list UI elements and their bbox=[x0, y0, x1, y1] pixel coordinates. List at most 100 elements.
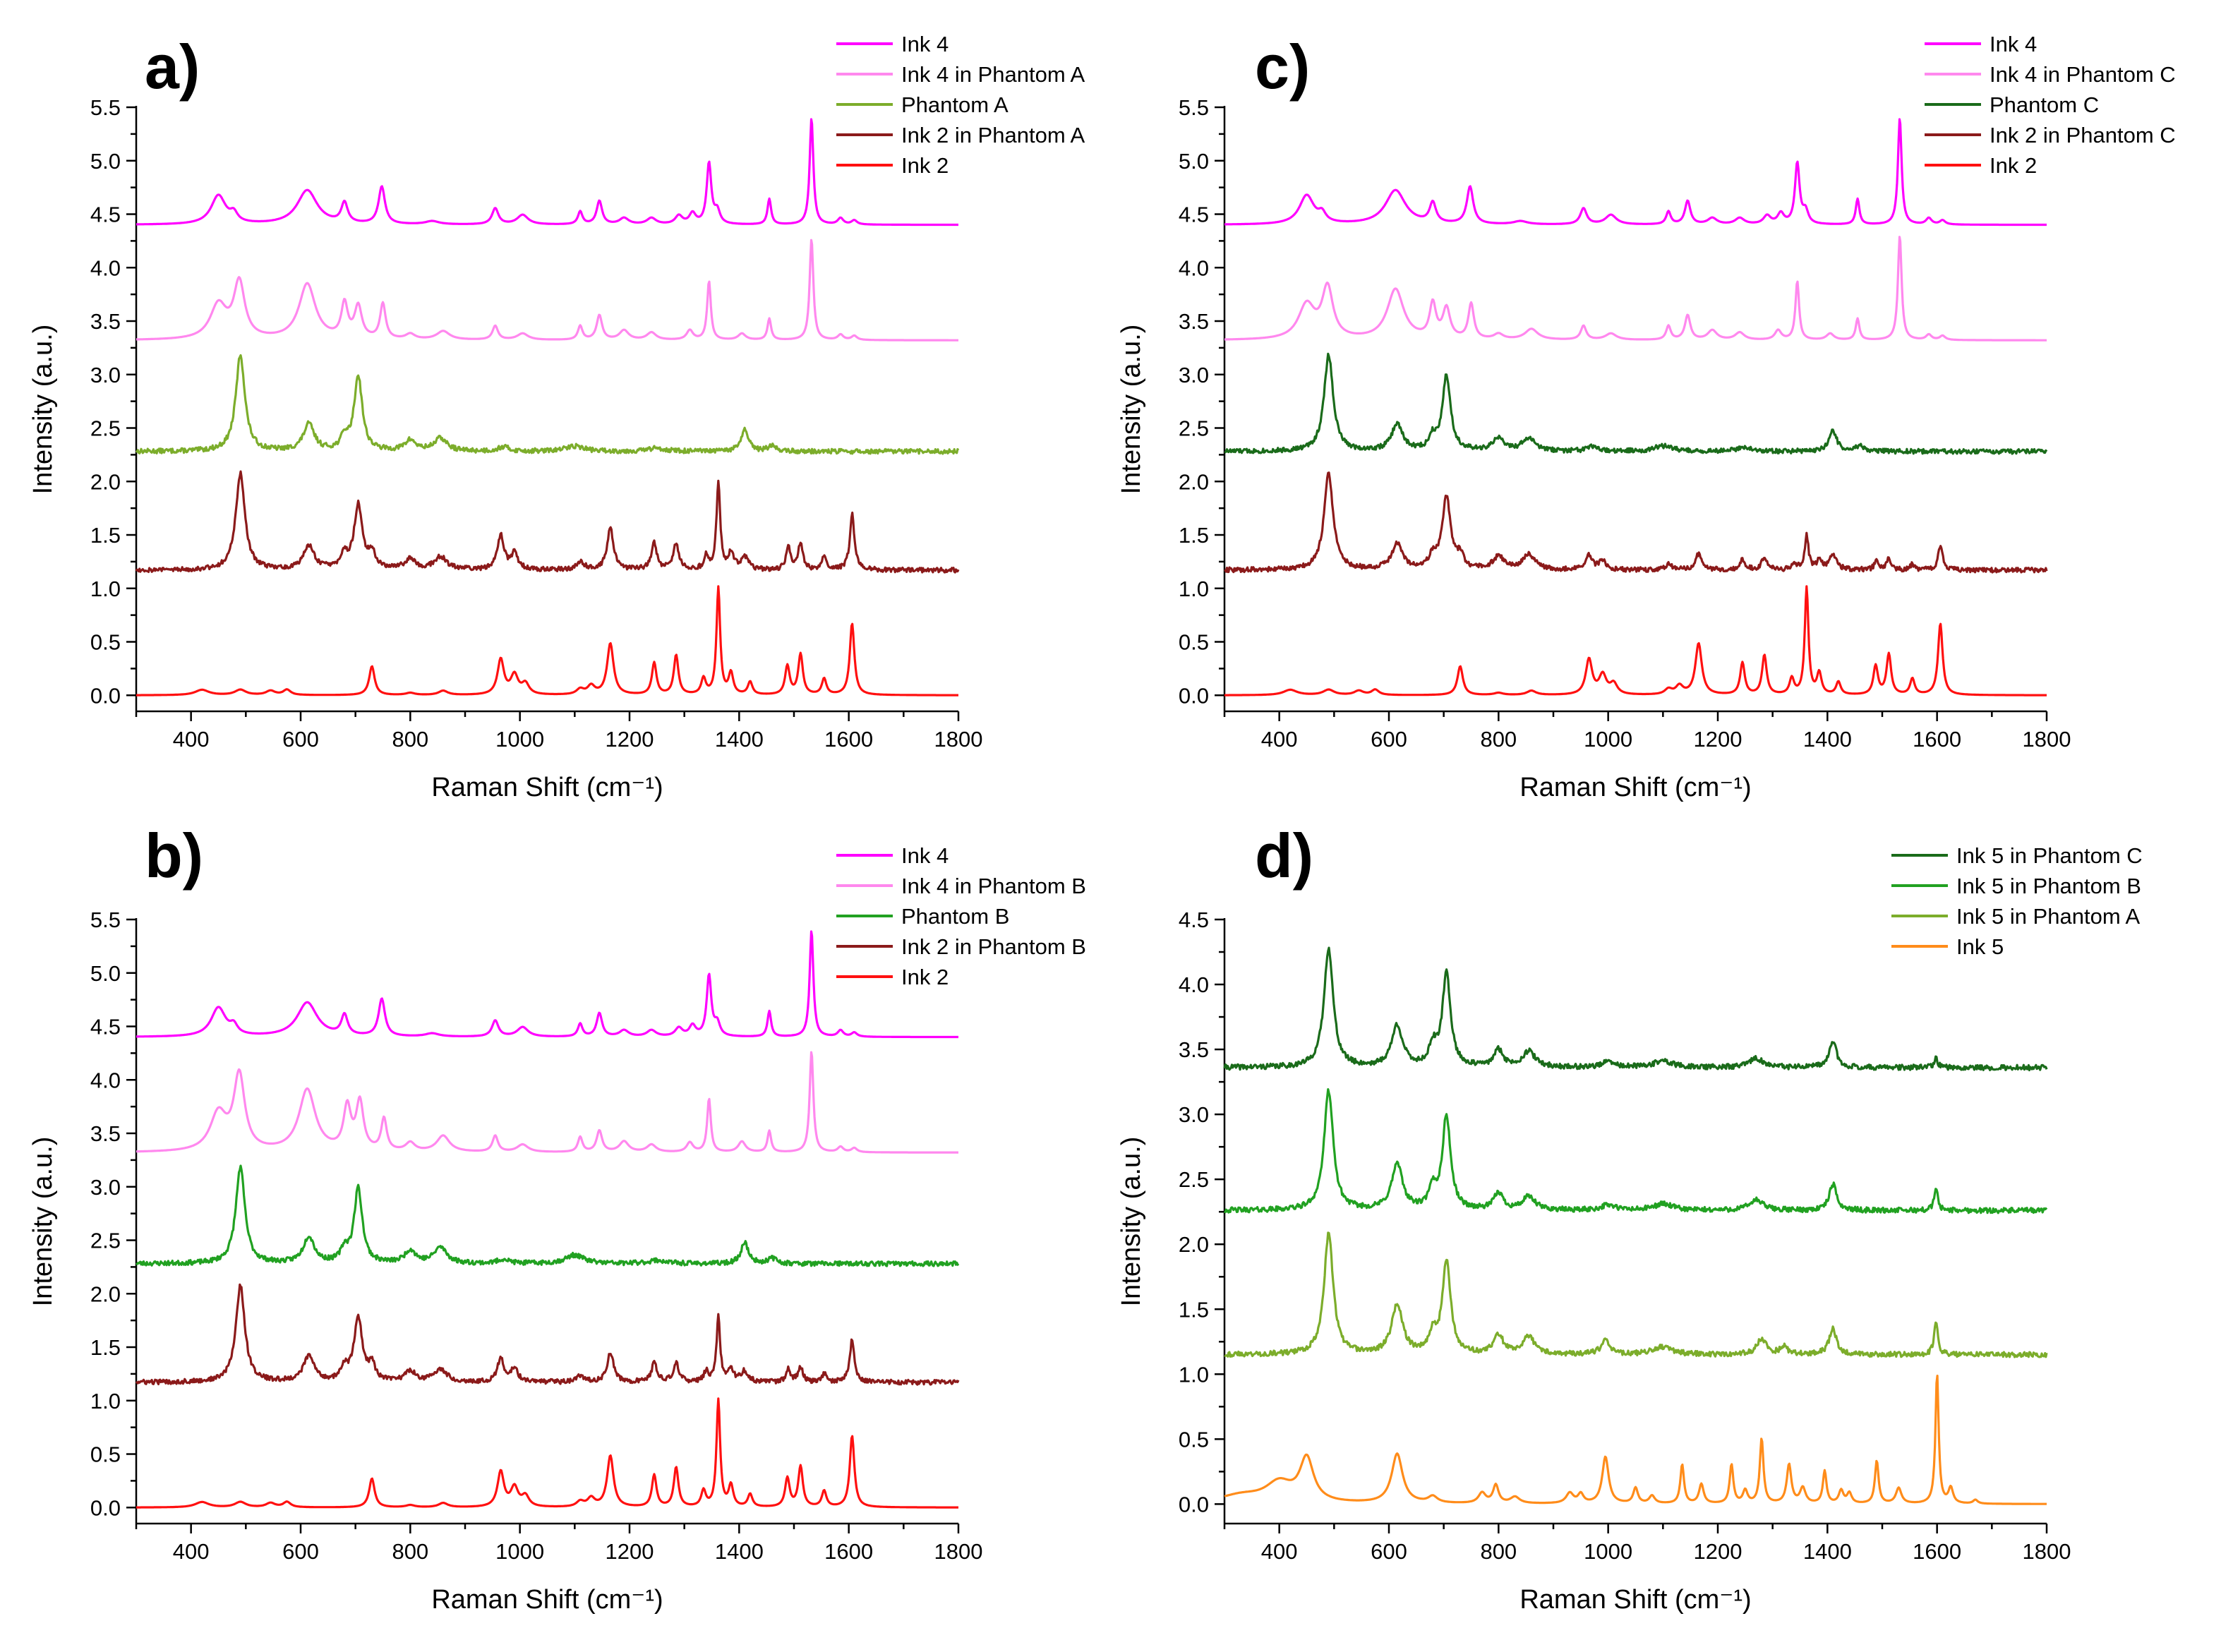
y-tick-label: 0.0 bbox=[90, 683, 121, 708]
series-line-3 bbox=[135, 354, 960, 455]
legend-label: Phantom C bbox=[1990, 92, 2099, 117]
chart-panel-a: a) 400 600 800 1000 1200 1400 1600 1800 0.0 0.5 1.0… bbox=[28, 32, 1085, 802]
y-tick-label: 0.5 bbox=[1179, 630, 1209, 655]
x-tick-label: 1600 bbox=[1913, 727, 1961, 752]
y-tick-label: 1.5 bbox=[1179, 523, 1209, 548]
y-axis-label: Intensity (a.u.) bbox=[28, 325, 58, 495]
y-tick-label: 4.0 bbox=[90, 255, 121, 280]
panel-letter: c) bbox=[1255, 32, 1310, 102]
x-tick-label: 1000 bbox=[495, 727, 544, 752]
y-tick-label: 2.0 bbox=[90, 1282, 121, 1306]
y-tick-label: 4.5 bbox=[1179, 203, 1209, 227]
legend-label: Ink 2 in Phantom B bbox=[901, 934, 1086, 959]
x-tick-label: 1800 bbox=[934, 727, 983, 752]
series-line-2 bbox=[1223, 1087, 2048, 1214]
x-tick-label: 1400 bbox=[715, 727, 764, 752]
y-tick-label: 0.0 bbox=[90, 1495, 121, 1520]
y-tick-label: 3.0 bbox=[90, 363, 121, 387]
chart-panel-c: c) 400 600 800 1000 1200 1400 1600 1800 0.0 0.5 1.0… bbox=[1116, 32, 2176, 802]
x-tick-label: 1600 bbox=[824, 727, 873, 752]
chart-panel-b: b) 400 600 800 1000 1200 1400 1600 1800 0.0 0.5 1.0… bbox=[28, 821, 1086, 1615]
panel-letter: a) bbox=[145, 32, 200, 102]
series-line-5 bbox=[1224, 585, 2047, 697]
x-tick-label: 1200 bbox=[606, 1539, 654, 1564]
x-tick-label: 1000 bbox=[495, 1539, 544, 1564]
y-tick-label: 3.5 bbox=[1179, 1037, 1209, 1062]
legend-label: Ink 2 in Phantom C bbox=[1990, 123, 2176, 147]
legend-label: Phantom B bbox=[901, 904, 1009, 929]
y-tick-label: 1.0 bbox=[1179, 577, 1209, 601]
series-line-4 bbox=[1224, 1374, 2047, 1505]
y-tick-label: 5.0 bbox=[90, 961, 121, 986]
x-tick-label: 1800 bbox=[2023, 727, 2071, 752]
legend-label: Ink 4 bbox=[1990, 32, 2037, 56]
x-axis-label: Raman Shift (cm⁻¹) bbox=[431, 773, 663, 802]
series-line-2 bbox=[1224, 236, 2047, 342]
y-axis-label: Intensity (a.u.) bbox=[1116, 325, 1146, 495]
series-line-3 bbox=[1224, 1231, 2048, 1358]
legend-label: Ink 2 bbox=[901, 153, 949, 178]
series-line-2 bbox=[136, 239, 959, 342]
y-tick-label: 3.5 bbox=[90, 309, 121, 334]
legend-label: Ink 4 bbox=[901, 843, 949, 868]
series-line-4 bbox=[135, 1283, 960, 1386]
legend-label: Ink 2 bbox=[901, 965, 949, 989]
legend-label: Ink 5 bbox=[1956, 934, 2004, 959]
series-line-1 bbox=[1223, 946, 2048, 1072]
y-tick-label: 1.5 bbox=[90, 523, 121, 548]
y-tick-label: 2.5 bbox=[1179, 416, 1209, 441]
y-tick-label: 4.0 bbox=[1179, 972, 1209, 997]
y-tick-label: 4.0 bbox=[1179, 255, 1209, 280]
y-tick-label: 0.5 bbox=[90, 630, 121, 655]
legend-label: Ink 5 in Phantom B bbox=[1956, 874, 2141, 898]
y-tick-label: 1.0 bbox=[90, 577, 121, 601]
x-tick-label: 1800 bbox=[2023, 1539, 2071, 1564]
series-line-5 bbox=[136, 585, 959, 697]
x-tick-label: 800 bbox=[392, 1539, 428, 1564]
x-tick-label: 800 bbox=[1480, 1539, 1517, 1564]
x-tick-label: 800 bbox=[392, 727, 428, 752]
x-tick-label: 600 bbox=[282, 1539, 319, 1564]
y-axis-label: Intensity (a.u.) bbox=[1116, 1137, 1146, 1307]
y-tick-label: 3.5 bbox=[1179, 309, 1209, 334]
x-tick-label: 400 bbox=[1261, 1539, 1298, 1564]
x-axis-label: Raman Shift (cm⁻¹) bbox=[1519, 1585, 1751, 1615]
y-tick-label: 2.0 bbox=[90, 469, 121, 494]
y-tick-label: 2.0 bbox=[1179, 469, 1209, 494]
x-tick-label: 1000 bbox=[1584, 1539, 1632, 1564]
x-tick-label: 1200 bbox=[1694, 1539, 1743, 1564]
series-line-3 bbox=[136, 1164, 960, 1267]
y-tick-label: 2.5 bbox=[90, 416, 121, 441]
y-tick-label: 4.0 bbox=[90, 1068, 121, 1092]
panel-letter: d) bbox=[1255, 821, 1313, 891]
x-tick-label: 1400 bbox=[1803, 727, 1852, 752]
y-tick-label: 1.0 bbox=[90, 1389, 121, 1413]
series-line-4 bbox=[135, 470, 960, 574]
legend-label: Ink 2 bbox=[1990, 153, 2037, 178]
legend-label: Ink 4 in Phantom A bbox=[901, 62, 1085, 87]
x-tick-label: 600 bbox=[1371, 727, 1407, 752]
x-tick-label: 1600 bbox=[1913, 1539, 1961, 1564]
y-tick-label: 5.5 bbox=[90, 95, 121, 120]
y-tick-label: 0.0 bbox=[1179, 1492, 1209, 1517]
y-tick-label: 5.0 bbox=[1179, 149, 1209, 174]
x-axis-label: Raman Shift (cm⁻¹) bbox=[431, 1585, 663, 1615]
y-tick-label: 5.0 bbox=[90, 149, 121, 174]
legend-label: Ink 4 bbox=[901, 32, 949, 56]
legend-label: Ink 4 in Phantom C bbox=[1990, 62, 2176, 87]
legend-label: Ink 5 in Phantom A bbox=[1956, 904, 2141, 929]
y-tick-label: 3.0 bbox=[1179, 1102, 1209, 1127]
y-tick-label: 3.0 bbox=[1179, 363, 1209, 387]
legend-label: Ink 5 in Phantom C bbox=[1956, 843, 2143, 868]
y-tick-label: 0.5 bbox=[90, 1442, 121, 1467]
panel-letter: b) bbox=[145, 821, 203, 891]
legend-label: Ink 2 in Phantom A bbox=[901, 123, 1085, 147]
y-tick-label: 5.5 bbox=[1179, 95, 1209, 120]
x-tick-label: 600 bbox=[1371, 1539, 1407, 1564]
chart-panel-d: d) 400 600 800 1000 1200 1400 1600 1800 0.0 0.5 1.0… bbox=[1116, 821, 2143, 1615]
x-tick-label: 1600 bbox=[824, 1539, 873, 1564]
x-tick-label: 1200 bbox=[606, 727, 654, 752]
x-tick-label: 600 bbox=[282, 727, 319, 752]
x-tick-label: 400 bbox=[173, 727, 210, 752]
